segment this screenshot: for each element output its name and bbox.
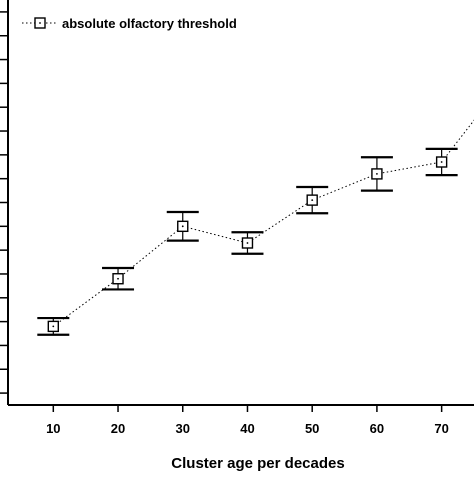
data-point-center — [181, 225, 184, 228]
data-point-center — [311, 199, 314, 202]
data-point-center — [246, 242, 249, 244]
x-tick-label: 50 — [305, 421, 319, 436]
legend-marker-dot — [39, 22, 41, 24]
series-line — [53, 119, 474, 327]
x-tick-label: 20 — [111, 421, 125, 436]
data-point-center — [52, 325, 55, 328]
x-tick-label: 30 — [176, 421, 190, 436]
x-axis-title: Cluster age per decades — [171, 455, 344, 472]
data-point-center — [440, 161, 443, 163]
legend: absolute olfactory threshold — [22, 16, 237, 31]
series-absolute-olfactory-threshold — [37, 119, 474, 336]
axes: 10 20 30 40 50 60 70 — [0, 0, 474, 436]
data-point-center — [376, 173, 378, 175]
x-tick-label: 10 — [46, 421, 60, 436]
x-tick-label: 60 — [370, 421, 384, 436]
x-tick-label: 40 — [240, 421, 254, 436]
legend-label: absolute olfactory threshold — [62, 16, 237, 31]
data-point-center — [117, 277, 119, 280]
x-tick-label: 70 — [434, 421, 448, 436]
